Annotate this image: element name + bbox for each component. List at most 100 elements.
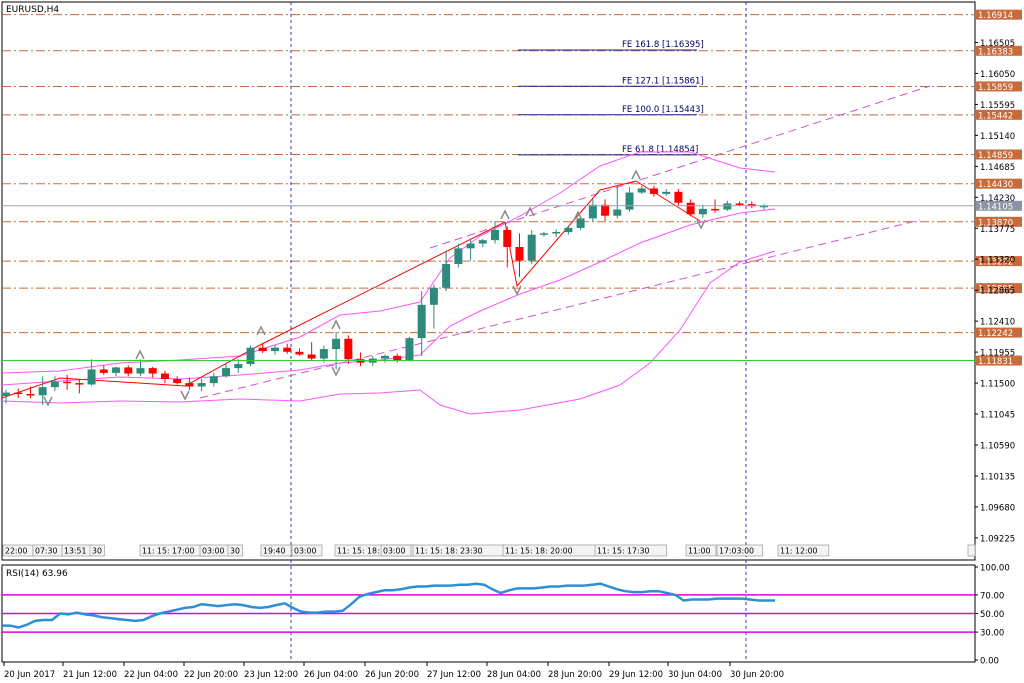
candle[interactable] bbox=[112, 366, 121, 377]
session-label-box bbox=[89, 544, 105, 557]
candle[interactable] bbox=[258, 343, 267, 354]
candle-body bbox=[87, 369, 96, 385]
current-price-tag bbox=[976, 200, 1022, 211]
candle[interactable] bbox=[332, 332, 341, 370]
candle[interactable] bbox=[503, 226, 512, 268]
candle[interactable] bbox=[50, 376, 59, 392]
candle[interactable] bbox=[26, 386, 35, 399]
candle[interactable] bbox=[454, 243, 463, 268]
candle[interactable] bbox=[588, 199, 597, 222]
fibo-level-label: FE 127.1 [1.15861] bbox=[622, 76, 704, 86]
candle[interactable] bbox=[747, 201, 756, 209]
price-tick-label: 1.16050 bbox=[980, 70, 1015, 80]
fractal-arrow bbox=[500, 209, 510, 220]
price-tick-label: 1.10135 bbox=[980, 472, 1015, 482]
candle[interactable] bbox=[637, 185, 646, 194]
price-tick-label: 1.11500 bbox=[980, 380, 1015, 390]
candle[interactable] bbox=[319, 345, 328, 363]
candle[interactable] bbox=[307, 342, 316, 360]
candle[interactable] bbox=[124, 365, 133, 377]
candle[interactable] bbox=[381, 354, 389, 363]
zigzag-indicator bbox=[1, 180, 701, 399]
fibo-level-label: FE 161.8 [1.16395] bbox=[622, 40, 704, 50]
candle-body bbox=[601, 204, 610, 216]
candle[interactable] bbox=[246, 345, 255, 367]
price-tick-label: 1.11955 bbox=[980, 349, 1015, 359]
candle[interactable] bbox=[662, 189, 671, 196]
candle-body bbox=[625, 192, 634, 210]
candle[interactable] bbox=[417, 291, 426, 356]
candle[interactable] bbox=[564, 226, 573, 235]
candle-body bbox=[491, 229, 500, 241]
candle[interactable] bbox=[698, 204, 707, 218]
candle[interactable] bbox=[466, 238, 475, 261]
price-tick-label: 1.09225 bbox=[980, 534, 1015, 544]
price-tick-label: 1.15595 bbox=[980, 101, 1015, 111]
price-panel[interactable] bbox=[1, 1, 976, 561]
candle-body bbox=[234, 364, 243, 369]
green-level-label: 1.11831 bbox=[978, 357, 1013, 367]
candle[interactable] bbox=[515, 233, 524, 277]
candle[interactable] bbox=[429, 284, 438, 329]
price-tick-label: 1.15140 bbox=[980, 132, 1015, 142]
candle-body bbox=[246, 347, 255, 365]
candle[interactable] bbox=[625, 187, 634, 212]
candle[interactable] bbox=[527, 229, 536, 264]
candle-body bbox=[649, 188, 658, 194]
candle[interactable] bbox=[136, 359, 145, 377]
candle[interactable] bbox=[99, 365, 108, 375]
candle[interactable] bbox=[270, 344, 279, 355]
candle-body bbox=[283, 347, 292, 352]
candle[interactable] bbox=[87, 359, 96, 386]
candle-body bbox=[99, 369, 108, 373]
candle[interactable] bbox=[760, 204, 768, 210]
candle[interactable] bbox=[63, 374, 72, 390]
candle-body bbox=[307, 354, 316, 359]
candle-body bbox=[429, 287, 438, 305]
fractal-arrow bbox=[525, 206, 535, 217]
candle[interactable] bbox=[539, 232, 548, 237]
candle[interactable] bbox=[148, 366, 157, 378]
candle[interactable] bbox=[613, 185, 622, 219]
candle[interactable] bbox=[75, 379, 84, 394]
fractal-arrow bbox=[573, 210, 583, 221]
candle[interactable] bbox=[393, 353, 402, 363]
candle[interactable] bbox=[344, 335, 353, 365]
zigzag-line bbox=[1, 180, 701, 399]
candle[interactable] bbox=[601, 199, 610, 222]
candle[interactable] bbox=[405, 336, 414, 362]
candle-body bbox=[686, 202, 695, 215]
candle[interactable] bbox=[38, 376, 47, 405]
candle[interactable] bbox=[295, 348, 304, 356]
price-level-label: 1.14430 bbox=[978, 180, 1013, 190]
time-tick-label: 20 Jun 2017 bbox=[4, 670, 55, 680]
time-tick-label: 26 Jun 20:00 bbox=[365, 670, 419, 680]
candle[interactable] bbox=[552, 229, 561, 237]
candle[interactable] bbox=[2, 389, 10, 404]
candle[interactable] bbox=[478, 238, 487, 247]
session-scroll-marker bbox=[967, 544, 976, 557]
candle[interactable] bbox=[686, 199, 695, 217]
candle[interactable] bbox=[197, 378, 206, 392]
candle[interactable] bbox=[649, 185, 658, 197]
time-tick-label: 26 Jun 04:00 bbox=[304, 670, 358, 680]
candle[interactable] bbox=[185, 377, 194, 390]
candle[interactable] bbox=[283, 343, 292, 354]
candles[interactable] bbox=[2, 185, 768, 405]
candle[interactable] bbox=[160, 370, 169, 384]
time-axis: 20 Jun 2017 21 Jun 12:00 22 Jun 04:00 22 Ju… bbox=[3, 662, 784, 680]
candle[interactable] bbox=[674, 189, 683, 207]
candle[interactable] bbox=[442, 250, 451, 292]
candle[interactable] bbox=[209, 372, 218, 387]
price-tick-label: 1.14230 bbox=[980, 194, 1015, 204]
time-tick-label: 27 Jun 12:00 bbox=[427, 670, 481, 680]
candle[interactable] bbox=[173, 376, 182, 385]
candle[interactable] bbox=[234, 359, 243, 373]
candle[interactable] bbox=[222, 362, 231, 378]
fractal-arrow bbox=[331, 366, 341, 377]
candle[interactable] bbox=[491, 221, 500, 244]
candle[interactable] bbox=[14, 388, 23, 399]
session-labels-row: 22:00 07:30 13:51 30 11: 15: 17:00 03:00 30 19:… bbox=[2, 544, 976, 557]
candle-body bbox=[466, 243, 475, 249]
